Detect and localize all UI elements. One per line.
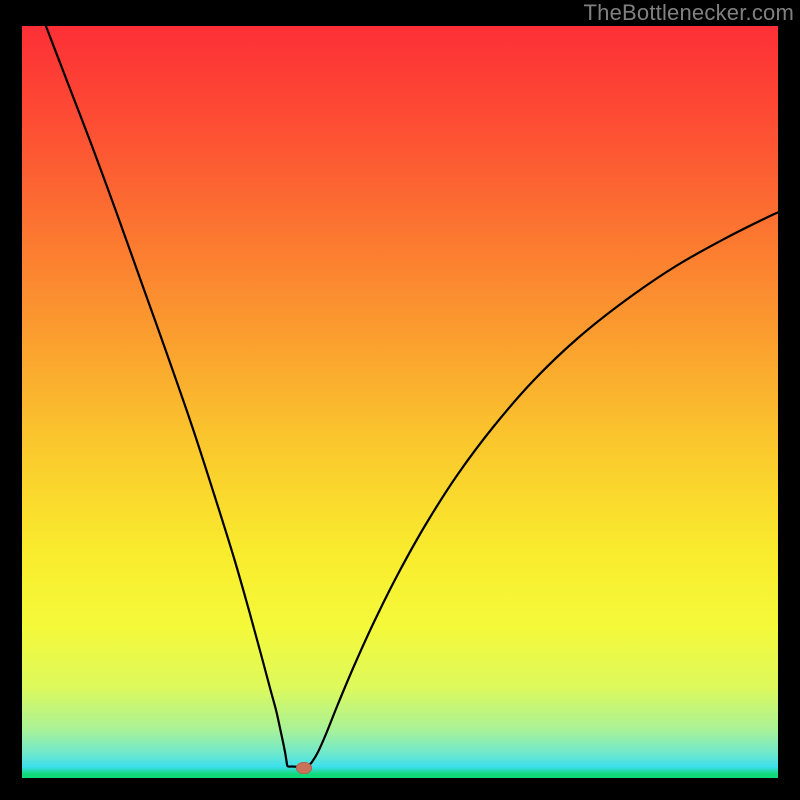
frame-left	[0, 0, 22, 800]
bottleneck-curve	[22, 26, 778, 778]
minimum-marker	[296, 762, 312, 774]
frame-right	[778, 0, 800, 800]
bottleneck-curve-path	[44, 26, 778, 767]
watermark-text: TheBottlenecker.com	[584, 0, 794, 26]
frame-bottom	[0, 778, 800, 800]
plot-area	[22, 26, 778, 778]
